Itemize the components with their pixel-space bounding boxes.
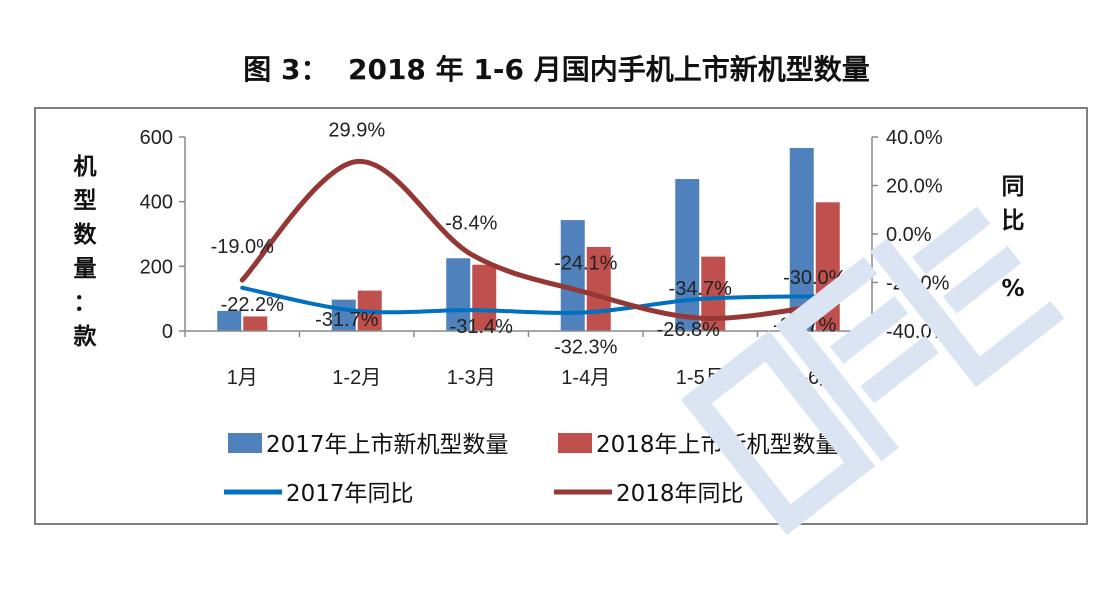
data-label-2018-yoy: -34.7% <box>669 278 733 300</box>
bar-2018-2 <box>472 264 497 331</box>
chart-plot: 0 200 400 600 -40.0% -20.0% 0.0% 20.0% 40.0% 1月 1-… <box>140 119 950 507</box>
legend: 2017年上市新机型数量 2018年上市新机型数量 2017年同比 2018年同比 <box>224 432 839 507</box>
legend-swatch-1 <box>558 433 592 453</box>
data-label-2018-yoy: -8.4% <box>445 212 497 234</box>
y-right-tick-label: -40.0% <box>886 321 950 343</box>
x-tick-label: 1-5月 <box>676 367 725 389</box>
x-tick-label: 1-6月 <box>790 367 839 389</box>
line-2018-yoy <box>239 158 818 321</box>
data-label-layer: -22.2% -31.7% -31.4% -32.3% -26.8% -25.7% -19.… <box>211 119 847 358</box>
y-right-tick-label: 0.0% <box>886 224 932 246</box>
line-2017-yoy <box>240 285 817 315</box>
x-tick-label: 1月 <box>227 367 258 389</box>
data-label-2017-yoy: -22.2% <box>221 294 285 316</box>
legend-swatch-0 <box>228 433 262 453</box>
data-label-2018-yoy: -24.1% <box>554 252 618 274</box>
data-label-2017-yoy: -31.4% <box>450 316 514 338</box>
y-left-tick-label: 400 <box>140 192 173 214</box>
bar-2017-0 <box>217 310 242 331</box>
x-tick-label: 1-2月 <box>332 367 381 389</box>
x-tick-label: 1-4月 <box>561 367 610 389</box>
bar-2017-4 <box>675 179 700 331</box>
legend-label-3: 2018年同比 <box>616 481 744 507</box>
y-right-tick-label: 20.0% <box>886 176 943 198</box>
chart-title: 图 3： 2018 年 1-6 月国内手机上市新机型数量 <box>243 53 870 86</box>
y-axis-left-label: 机型数量：款 <box>73 154 97 350</box>
line-layer <box>239 158 818 321</box>
bar-2017-2 <box>446 258 471 331</box>
y-right-tick-label: -20.0% <box>886 273 950 295</box>
bar-2017-1 <box>331 299 356 331</box>
chart-frame <box>34 107 1088 525</box>
data-label-2018-yoy: -19.0% <box>211 236 275 258</box>
y-left-tick-label: 0 <box>162 321 173 343</box>
data-label-2018-yoy: 29.9% <box>328 119 385 141</box>
data-label-2017-yoy: -26.8% <box>657 319 721 341</box>
bar-2018-0 <box>243 316 268 331</box>
data-label-2017-yoy: -32.3% <box>554 336 618 358</box>
legend-label-0: 2017年上市新机型数量 <box>266 432 509 458</box>
y-left-tick-label: 600 <box>140 127 173 149</box>
x-tick-label: 1-3月 <box>447 367 496 389</box>
data-label-2017-yoy: -25.7% <box>773 314 837 336</box>
data-label-2018-yoy: -30.0% <box>783 267 847 289</box>
y-left-tick-label: 200 <box>140 256 173 278</box>
legend-label-1: 2018年上市新机型数量 <box>596 432 839 458</box>
y-right-tick-label: 40.0% <box>886 127 943 149</box>
bar-2017-5 <box>789 147 814 331</box>
data-label-2017-yoy: -31.7% <box>315 309 379 331</box>
legend-label-2: 2017年同比 <box>286 481 414 507</box>
bar-2018-3 <box>586 246 611 331</box>
